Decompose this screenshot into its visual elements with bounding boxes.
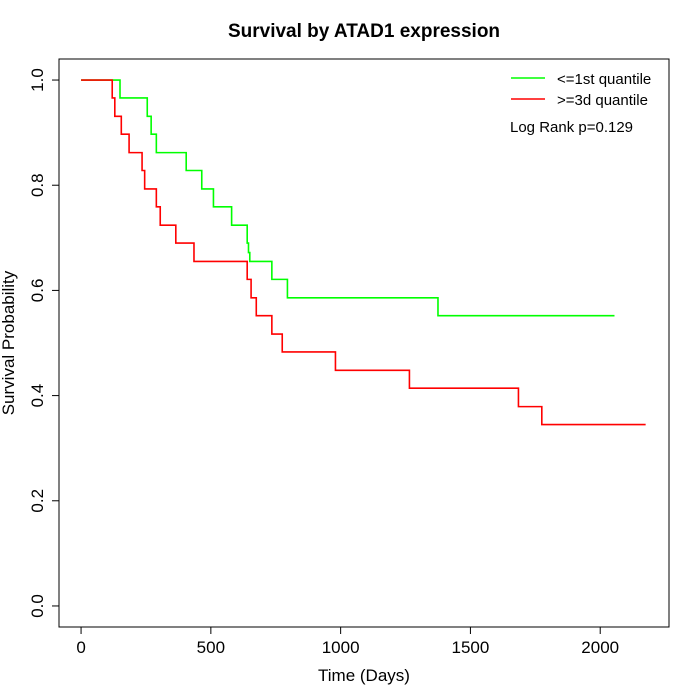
y-tick-label: 0.2 — [28, 489, 47, 513]
x-tick-label: 0 — [76, 638, 85, 657]
x-tick-label: 1500 — [452, 638, 490, 657]
y-axis-label: Survival Probability — [0, 270, 18, 415]
plot-frame — [58, 58, 670, 628]
y-tick-label: 1.0 — [28, 68, 47, 92]
y-axis: 0.0 0.2 0.4 0.6 0.8 1.0 — [28, 68, 59, 618]
x-axis: 0 500 1000 1500 2000 — [76, 627, 619, 657]
series-line-low — [81, 79, 615, 317]
log-rank-annotation: Log Rank p=0.129 — [510, 119, 633, 136]
x-tick-label: 1000 — [322, 638, 360, 657]
x-axis-label: Time (Days) — [318, 666, 410, 685]
y-tick-label: 0.8 — [28, 173, 47, 197]
y-tick-label: 0.0 — [28, 594, 47, 618]
legend-label-high: >=3d quantile — [557, 92, 648, 109]
y-tick-label: 0.4 — [28, 384, 47, 408]
series-line-high — [81, 79, 646, 426]
y-tick-label: 0.6 — [28, 279, 47, 303]
x-tick-label: 500 — [197, 638, 225, 657]
series-lines — [81, 79, 646, 426]
legend: <=1st quantile >=3d quantile Log Rank p=… — [510, 71, 651, 136]
x-tick-label: 2000 — [581, 638, 619, 657]
chart-title: Survival by ATAD1 expression — [228, 21, 500, 42]
legend-label-low: <=1st quantile — [557, 71, 651, 88]
